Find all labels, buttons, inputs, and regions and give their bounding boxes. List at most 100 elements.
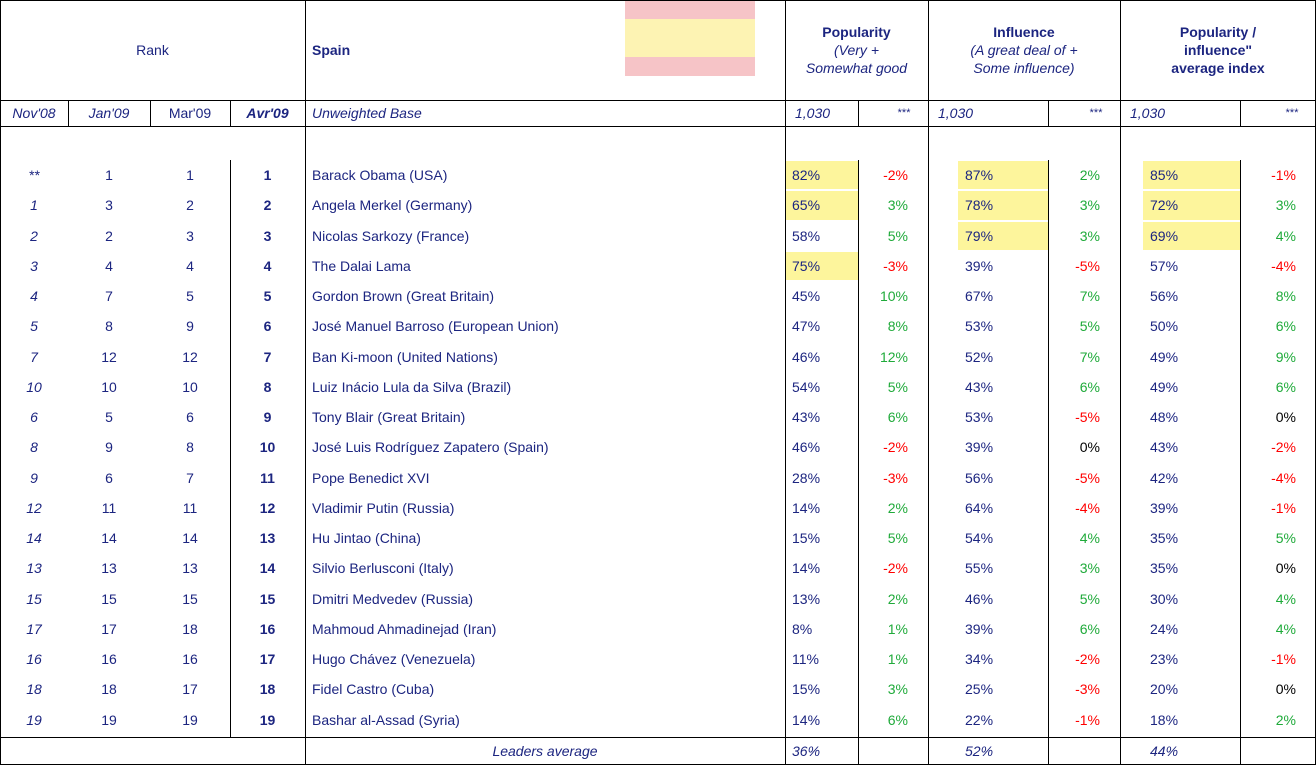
rule <box>1048 737 1049 765</box>
score-cell: 47% <box>792 318 821 335</box>
rule <box>1120 0 1121 765</box>
score-cell: 50% <box>1150 318 1179 335</box>
change-cell: -2% <box>883 439 908 456</box>
score-cell: 78% <box>958 191 1048 220</box>
change-cell: -2% <box>883 167 908 184</box>
change-cell: 3% <box>1079 197 1100 214</box>
score-cell: 20% <box>1150 681 1179 698</box>
rank-cell: 18 <box>182 620 198 637</box>
leader-name: Bashar al-Assad (Syria) <box>312 711 460 728</box>
rule <box>0 0 1 765</box>
change-cell: 7% <box>1079 288 1100 305</box>
rank-cell: 10 <box>259 439 276 456</box>
change-cell: 2% <box>887 499 908 516</box>
rule <box>0 737 1316 738</box>
country-header: Spain <box>312 42 351 58</box>
change-cell: -4% <box>1271 257 1296 274</box>
spain-flag <box>625 0 755 76</box>
score-cell: 48% <box>1150 409 1179 426</box>
change-cell: 2% <box>887 590 908 607</box>
change-cell: -5% <box>1075 409 1100 426</box>
score-cell: 39% <box>965 257 994 274</box>
rank-cell: 19 <box>182 711 198 728</box>
group-title: Popularity <box>822 24 891 40</box>
score-cell: 43% <box>792 409 821 426</box>
rule <box>0 0 1316 1</box>
leader-name: Pope Benedict XVI <box>312 469 430 486</box>
footer-label: Leaders average <box>492 743 598 759</box>
rank-cell: 8 <box>30 439 38 456</box>
rank-cell: 2 <box>186 197 194 214</box>
leader-name: Mahmoud Ahmadinejad (Iran) <box>312 620 497 637</box>
change-cell: -1% <box>1075 711 1100 728</box>
rank-cell: 1 <box>263 167 272 184</box>
leader-name: Luiz Inácio Lula da Silva (Brazil) <box>312 378 512 395</box>
rule <box>1048 100 1049 126</box>
score-cell: 14% <box>792 560 821 577</box>
score-cell: 39% <box>965 620 994 637</box>
rank-cell: 8 <box>186 439 194 456</box>
change-cell: 0% <box>1079 439 1100 456</box>
score-cell: 13% <box>792 590 821 607</box>
score-cell: 54% <box>965 530 994 547</box>
score-cell: 39% <box>1150 499 1179 516</box>
rank-cell: 6 <box>30 409 38 426</box>
rank-cell: 11 <box>260 469 275 486</box>
change-cell: 8% <box>1275 288 1296 305</box>
rank-cell: 5 <box>30 318 38 335</box>
change-cell: 9% <box>1275 348 1296 365</box>
change-cell: 8% <box>887 318 908 335</box>
score-cell: 25% <box>965 681 994 698</box>
change-cell: 6% <box>1275 318 1296 335</box>
change-cell: -5% <box>1075 469 1100 486</box>
group-subtitle: (Very + <box>834 42 879 58</box>
period: Nov'08 <box>12 105 56 121</box>
change-cell: 4% <box>1275 620 1296 637</box>
score-cell: 43% <box>965 378 994 395</box>
leader-name: José Manuel Barroso (European Union) <box>312 318 559 335</box>
score-cell: 23% <box>1150 651 1179 668</box>
rank-cell: 17 <box>101 620 117 637</box>
change-cell: 5% <box>1079 590 1100 607</box>
rank-cell: ** <box>28 167 40 184</box>
score-cell: 79% <box>958 221 1048 250</box>
leader-name: Dmitri Medvedev (Russia) <box>312 590 474 607</box>
rank-cell: 17 <box>259 651 276 668</box>
base-value: *** <box>1285 107 1298 119</box>
score-cell: 30% <box>1150 590 1179 607</box>
score-cell: 46% <box>792 439 821 456</box>
change-cell: 10% <box>879 288 908 305</box>
rank-cell: 8 <box>263 378 272 395</box>
rank-cell: 7 <box>186 469 194 486</box>
score-cell: 53% <box>965 409 994 426</box>
rule <box>858 160 859 737</box>
leader-name: Nicolas Sarkozy (France) <box>312 227 470 244</box>
index-header-line: influence" <box>1183 42 1253 58</box>
score-cell: 46% <box>965 590 994 607</box>
rank-cell: 7 <box>105 288 113 305</box>
rule <box>0 100 1316 101</box>
score-cell: 64% <box>965 499 994 516</box>
rank-cell: 18 <box>259 681 276 698</box>
base-label: Unweighted Base <box>312 105 422 121</box>
score-cell: 14% <box>792 499 821 516</box>
footer-value: 52% <box>965 743 994 759</box>
group-subtitle: Somewhat good <box>805 60 908 76</box>
change-cell: -4% <box>1271 469 1296 486</box>
change-cell: 2% <box>1275 711 1296 728</box>
rank-cell: 16 <box>259 620 276 637</box>
score-cell: 54% <box>792 378 821 395</box>
score-cell: 39% <box>965 439 994 456</box>
change-cell: -2% <box>1271 439 1296 456</box>
rank-cell: 4 <box>105 257 113 274</box>
score-cell: 46% <box>792 348 821 365</box>
rank-cell: 15 <box>182 590 198 607</box>
score-cell: 49% <box>1150 348 1179 365</box>
rank-cell: 1 <box>30 197 38 214</box>
score-cell: 75% <box>785 251 858 280</box>
rank-cell: 17 <box>26 620 42 637</box>
change-cell: 7% <box>1079 348 1100 365</box>
score-cell: 69% <box>1143 221 1240 250</box>
score-cell: 87% <box>958 161 1048 190</box>
rank-cell: 19 <box>259 711 276 728</box>
